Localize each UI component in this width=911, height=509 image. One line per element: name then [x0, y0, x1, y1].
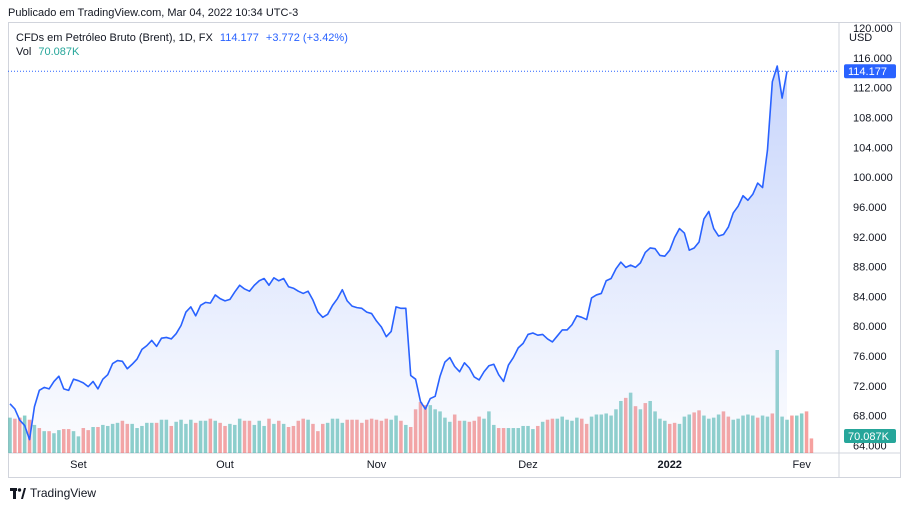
volume-legend: Vol 70.087K [16, 46, 79, 58]
last-volume-value: 70.087K [848, 431, 890, 443]
volume-bar [795, 415, 799, 453]
price-tick-label: 72.000 [853, 381, 887, 393]
price-tick-label: 96.000 [853, 202, 887, 214]
price-tick-label: 116.000 [853, 53, 892, 65]
time-tick-label: Out [216, 459, 234, 471]
price-tick-label: 112.000 [853, 83, 892, 95]
time-tick-label: Nov [367, 459, 387, 471]
price-tick-label: 76.000 [853, 351, 887, 363]
symbol-change: +3.772 (+3.42%) [265, 32, 348, 44]
volume-bar [804, 411, 809, 453]
volume-bar [809, 438, 814, 453]
currency-label: USD [849, 32, 872, 44]
tradingview-footer[interactable]: TradingView [10, 486, 96, 500]
volume-bar [790, 415, 794, 453]
time-tick-label: Fev [793, 459, 812, 471]
time-tick-label: Set [70, 459, 87, 471]
price-tick-label: 100.000 [853, 172, 893, 184]
time-tick-label: Dez [518, 459, 538, 471]
price-tick-label: 84.000 [853, 291, 887, 303]
price-tick-label: 88.000 [853, 262, 887, 274]
volume-bar [799, 413, 804, 453]
last-price-value: 114.177 [848, 66, 887, 78]
published-caption: Publicado em TradingView.com, Mar 04, 20… [8, 7, 299, 19]
price-tick-label: 80.000 [853, 321, 887, 333]
time-axis[interactable]: SetOutNovDez2022FevMar [70, 459, 911, 471]
volume-label: Vol [16, 46, 32, 58]
symbol-legend: CFDs em Petróleo Bruto (Brent), 1D, FX 1… [16, 32, 348, 44]
price-tick-label: 120.000 [853, 23, 893, 35]
price-tick-label: 108.000 [853, 113, 893, 125]
price-area-fill [10, 66, 787, 453]
price-tick-label: 68.000 [853, 411, 887, 423]
price-tick-label: 104.000 [853, 142, 893, 154]
last-price-badge: 114.177 [844, 64, 896, 79]
volume-value: 70.087K [38, 46, 80, 58]
last-volume-badge: 70.087K [844, 429, 896, 443]
chart-frame [8, 22, 901, 478]
time-tick-label: 2022 [657, 459, 681, 471]
price-tick-label: 92.000 [853, 232, 887, 244]
tradingview-logo-icon [10, 487, 26, 499]
symbol-price: 114.177 [219, 32, 259, 44]
price-axis[interactable]: 120.000 116.000 112.000 108.000 104.000 100.0… [853, 23, 893, 453]
tradingview-brand: TradingView [30, 486, 97, 500]
price-line [9, 65, 788, 441]
price-tick-label: 64.000 [853, 441, 887, 453]
symbol-title: CFDs em Petróleo Bruto (Brent), 1D, FX [16, 32, 213, 44]
